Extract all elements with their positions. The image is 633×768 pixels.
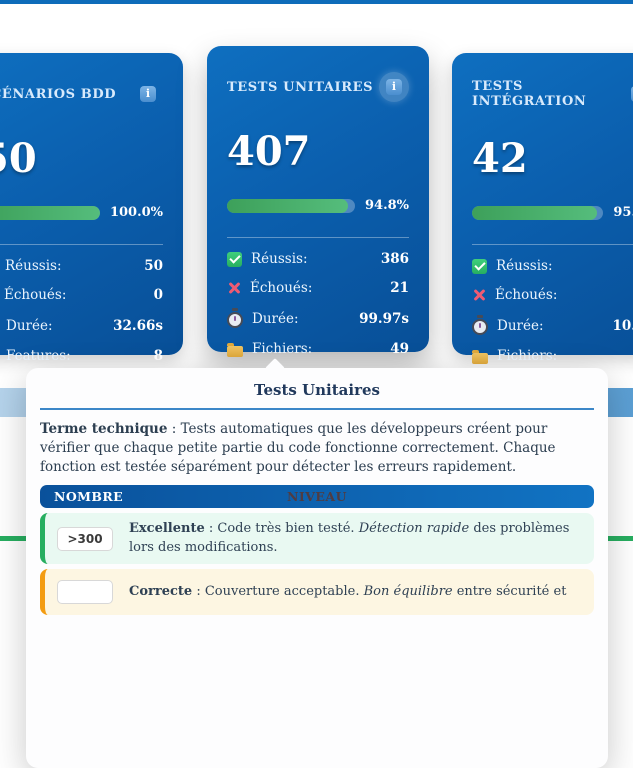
info-button[interactable]: i: [133, 79, 163, 109]
progress-percent: 94.8%: [365, 198, 409, 213]
top-accent-strip: [0, 0, 633, 4]
total-count: 407: [227, 132, 409, 172]
stat-value: 21: [390, 280, 409, 296]
progress-fill: [227, 199, 348, 213]
progress-fill: [0, 206, 100, 220]
card-header: TESTS INTÉGRATION i: [472, 53, 633, 109]
stat-row-reussis: Réussis: 50: [0, 258, 163, 274]
check-icon: [472, 259, 487, 274]
stat-row-echoues: Échoués:: [472, 287, 633, 303]
card-tests-integration[interactable]: TESTS INTÉGRATION i 42 95. Réussis: Écho…: [452, 53, 633, 355]
card-scenarios-bdd[interactable]: SCÉNARIOS BDD i 50 100.0% Réussis: 50 Éc…: [0, 53, 183, 355]
tooltip-definition: Terme technique : Tests automatiques que…: [40, 420, 594, 477]
divider: [0, 244, 163, 245]
row-description: Correcte : Couverture acceptable. Bon éq…: [129, 583, 566, 601]
progress-row: 95.: [472, 205, 633, 220]
stat-label: Échoués:: [250, 280, 312, 296]
progress-bar: [472, 206, 603, 220]
stat-row-duree: Durée: 99.97s: [227, 309, 409, 328]
progress-row: 94.8%: [227, 198, 409, 213]
table-row: >300 Excellente : Code très bien testé. …: [40, 513, 594, 563]
stopwatch-icon: [227, 312, 243, 328]
count-badge: >300: [57, 527, 113, 551]
stat-value: 8: [154, 348, 163, 364]
info-button[interactable]: i: [379, 72, 409, 102]
stat-label: Réussis:: [496, 258, 553, 274]
stat-label: Durée:: [252, 311, 299, 327]
stat-row-features: Features: 8: [0, 348, 163, 364]
stat-row-reussis: Réussis: 386: [227, 251, 409, 267]
folder-icon: [227, 346, 243, 357]
stat-row-echoues: Échoués: 0: [0, 287, 163, 303]
cross-icon: [227, 281, 241, 295]
definition-sep: :: [167, 421, 180, 437]
tooltip-title: Tests Unitaires: [26, 368, 608, 399]
info-button[interactable]: i: [624, 79, 633, 109]
stat-value: 10.: [613, 318, 633, 334]
column-header-niveau: NIVEAU: [40, 485, 594, 508]
stat-label: Fichiers:: [252, 341, 312, 357]
stat-value: 386: [381, 251, 409, 267]
total-count: 42: [472, 139, 633, 179]
stat-value: 49: [390, 341, 409, 357]
stat-row-reussis: Réussis:: [472, 258, 633, 274]
cross-icon: [472, 288, 486, 302]
stat-label: Échoués:: [495, 287, 557, 303]
card-title: TESTS UNITAIRES: [227, 80, 373, 95]
table-header: NOMBRE NIVEAU: [40, 485, 594, 508]
stat-row-echoues: Échoués: 21: [227, 280, 409, 296]
stat-value: 99.97s: [359, 311, 409, 327]
stat-label: Durée:: [497, 318, 544, 334]
check-icon: [227, 252, 242, 267]
count-badge: [57, 580, 113, 604]
folder-icon: [472, 353, 488, 364]
card-tests-unitaires[interactable]: TESTS UNITAIRES i 407 94.8% Réussis: 386…: [207, 46, 429, 352]
stat-value: 32.66s: [113, 318, 163, 334]
divider: [472, 244, 633, 245]
stat-label: Réussis:: [251, 251, 308, 267]
row-description: Excellente : Code très bien testé. Détec…: [129, 520, 582, 556]
info-icon: i: [386, 79, 402, 95]
card-header: SCÉNARIOS BDD i: [0, 53, 163, 109]
table-row: Correcte : Couverture acceptable. Bon éq…: [40, 569, 594, 615]
stat-value: 50: [144, 258, 163, 274]
progress-bar: [227, 199, 355, 213]
tooltip-tests-unitaires: Tests Unitaires Terme technique : Tests …: [26, 368, 608, 768]
progress-percent: 100.0%: [110, 205, 163, 220]
stat-value: 0: [154, 287, 163, 303]
stat-label: Fichiers:: [497, 348, 557, 364]
card-header: TESTS UNITAIRES i: [227, 46, 409, 102]
stat-label: Durée:: [6, 318, 53, 334]
progress-percent: 95.: [613, 205, 633, 220]
progress-bar: [0, 206, 100, 220]
stat-row-duree: Durée: 32.66s: [0, 316, 163, 335]
info-icon: i: [140, 86, 156, 102]
stat-row-duree: Durée: 10.: [472, 316, 633, 335]
stat-label: Features:: [6, 348, 71, 364]
stat-label: Réussis:: [5, 258, 62, 274]
levels-table: NOMBRE NIVEAU >300 Excellente : Code trè…: [40, 485, 594, 614]
progress-fill: [472, 206, 597, 220]
card-title: SCÉNARIOS BDD: [0, 87, 116, 102]
stat-row-fichiers: Fichiers:: [472, 348, 633, 364]
progress-row: 100.0%: [0, 205, 163, 220]
stopwatch-icon: [472, 319, 488, 335]
definition-lead: Terme technique: [40, 421, 167, 437]
tooltip-divider: [40, 408, 594, 410]
total-count: 50: [0, 139, 163, 179]
stat-row-fichiers: Fichiers: 49: [227, 341, 409, 357]
stat-label: Échoués:: [4, 287, 66, 303]
divider: [227, 237, 409, 238]
card-title: TESTS INTÉGRATION: [472, 79, 624, 109]
